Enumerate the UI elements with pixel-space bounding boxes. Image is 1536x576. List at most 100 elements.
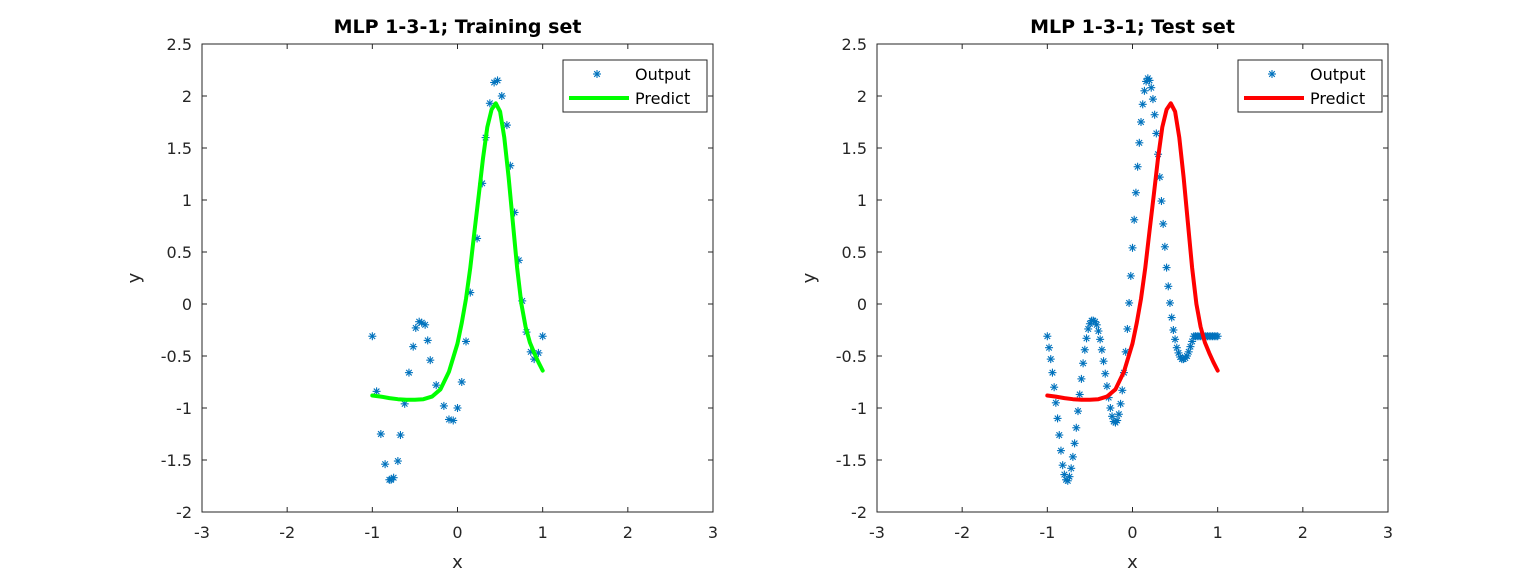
chart-1-series-output-point — [372, 387, 381, 396]
chart-2-series-output-point — [1077, 374, 1086, 383]
chart-1-legend-box — [562, 59, 708, 113]
chart-2-series-output-point — [1135, 138, 1144, 147]
chart-2-series-output-point — [1150, 110, 1159, 119]
chart-2-y-tick-label: 2 — [857, 87, 867, 106]
chart-2-series-output-point — [1102, 382, 1111, 391]
chart-2-series-output-point — [1094, 327, 1103, 336]
chart-1-y-tick-label: -0.5 — [161, 347, 192, 366]
chart-1-panel: -3 -2 -1 0 1 2 3-2-1.5-1-0.500.511.522.5xyMLP … — [124, 16, 718, 573]
chart-2-series-output-point — [1099, 357, 1108, 366]
chart-2-series-output-point — [1137, 118, 1146, 126]
chart-2-y-tick-label: 1 — [857, 191, 867, 210]
chart-2-series-output-point — [1133, 162, 1142, 171]
chart-2-series-output-point — [1213, 332, 1222, 341]
chart-1-legend-label-predict: Predict — [635, 89, 690, 108]
chart-1-y-tick-label: 1.5 — [167, 139, 192, 158]
chart-2-series-output-point — [1126, 271, 1135, 280]
chart-1-y-tick-label: 0 — [182, 295, 192, 314]
chart-1-series-output-point — [381, 460, 390, 469]
chart-2-series-output-point — [1123, 324, 1132, 333]
chart-2-x-tick-label: -2 — [954, 523, 970, 542]
chart-1-series-output-point — [389, 473, 398, 482]
chart-2-x-tick-label: 3 — [1383, 523, 1393, 542]
chart-2-series-output-point — [1065, 472, 1074, 481]
chart-2-series-output-point — [1101, 369, 1110, 378]
chart-1-series-output-point — [426, 356, 435, 365]
chart-2-series-output-point — [1073, 407, 1082, 416]
chart-1-series-output-point — [393, 457, 402, 466]
chart-1-x-axis-label: x — [452, 552, 463, 573]
chart-2-series-output-point — [1184, 347, 1193, 356]
chart-1-x-tick-label: -1 — [364, 523, 380, 542]
chart-1-y-tick-label: 2 — [182, 87, 192, 106]
chart-2-y-tick-label: -1.5 — [836, 451, 867, 470]
chart-2-series-output-point — [1152, 129, 1161, 138]
chart-2-series-output-point — [1148, 95, 1157, 104]
chart-2-x-tick-label: -3 — [869, 523, 885, 542]
chart-2-x-tick-label: 0 — [1127, 523, 1137, 542]
chart-2-legend-swatch-output — [1268, 70, 1276, 78]
chart-1-series-output-point — [538, 332, 547, 341]
chart-1-series-output-point — [502, 121, 511, 130]
chart-2-series-output-point — [1056, 446, 1065, 455]
chart-1-x-tick-label: -3 — [194, 523, 210, 542]
chart-1-y-tick-label: -2 — [176, 503, 192, 522]
chart-2-series-output-point — [1048, 368, 1057, 377]
chart-2-series-output-point — [1172, 343, 1181, 352]
chart-1-data-layer — [368, 76, 547, 484]
chart-1-legend-swatch-output — [593, 70, 601, 78]
chart-2-y-tick-label: 1.5 — [842, 139, 867, 158]
chart-2-x-tick-label: 2 — [1298, 523, 1308, 542]
chart-2-series-output-point — [1096, 335, 1105, 344]
chart-2-series-output-point — [1043, 332, 1052, 341]
chart-2-series-output-point — [1106, 404, 1115, 412]
chart-1-series-output-point — [432, 381, 441, 390]
chart-2-series-output-point — [1160, 242, 1169, 251]
chart-2-y-tick-label: -2 — [851, 503, 867, 522]
chart-2-legend-label-predict: Predict — [1310, 89, 1365, 108]
chart-2-series-output-point — [1165, 298, 1174, 307]
chart-1-legend-label-output: Output — [635, 65, 691, 84]
chart-1-x-tick-label: 3 — [708, 523, 718, 542]
chart-2-series-output-point — [1045, 343, 1054, 352]
chart-2-series-output-point — [1080, 345, 1089, 354]
chart-2-series-output-point — [1147, 83, 1156, 92]
chart-2-y-axis-label: y — [799, 272, 820, 283]
chart-2-title: MLP 1-3-1; Test set — [1030, 16, 1235, 38]
chart-2-series-output-point — [1125, 298, 1134, 307]
chart-1-series-output-point — [485, 99, 494, 108]
chart-2-series-predict-line — [1045, 101, 1220, 402]
chart-2-legend: Output Predict — [1237, 59, 1383, 113]
chart-2-series-output-point — [1097, 345, 1106, 354]
chart-1-y-tick-label: -1 — [176, 399, 192, 418]
chart-2-series-output-point — [1068, 452, 1077, 461]
chart-1-y-tick-label: 0.5 — [167, 243, 192, 262]
chart-2-series-output-point — [1055, 431, 1064, 440]
chart-1-series-output-point — [411, 323, 420, 332]
chart-2-series-output-point — [1169, 326, 1178, 334]
chart-2-series-output-point — [1162, 263, 1171, 272]
chart-1-series-output-point — [421, 320, 430, 329]
chart-2-series-output-point — [1070, 439, 1079, 448]
chart-1-series-output-point — [457, 378, 466, 386]
chart-2-series-output-point — [1075, 390, 1084, 399]
chart-2-series-output-point — [1128, 243, 1137, 252]
chart-2-series-output-point — [1082, 334, 1091, 343]
chart-1-series-output-point — [449, 416, 458, 425]
chart-1-series-output-point — [376, 430, 385, 438]
chart-2-series-output-point — [1171, 335, 1180, 344]
chart-2-x-tick-label: -1 — [1039, 523, 1055, 542]
chart-2-series-output-point — [1051, 398, 1060, 407]
chart-1-series-output-point — [368, 332, 377, 341]
chart-2-series-output-point — [1164, 282, 1173, 291]
chart-1-plot-area — [201, 43, 714, 513]
chart-2-series-output-point — [1108, 412, 1117, 421]
chart-2-data-layer — [1043, 74, 1222, 485]
chart-2-x-axis-label: x — [1127, 552, 1138, 573]
chart-2-series-output-point — [1130, 215, 1139, 224]
chart-1-x-tick-label: -2 — [279, 523, 295, 542]
chart-1-y-tick-label: -1.5 — [161, 451, 192, 470]
chart-1-series-output-point — [453, 404, 462, 412]
chart-2-series-output-point — [1167, 313, 1176, 322]
